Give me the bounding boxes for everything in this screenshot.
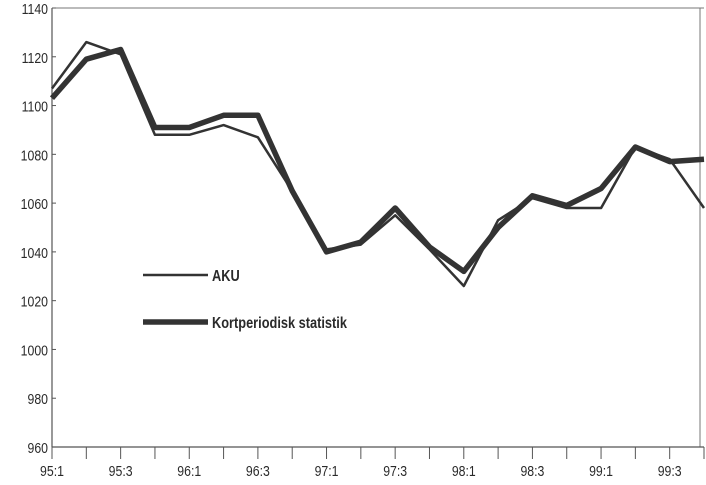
y-tick-label: 1100 bbox=[22, 98, 49, 114]
y-tick-label: 1000 bbox=[21, 342, 49, 358]
y-tick-label: 960 bbox=[27, 440, 48, 456]
x-tick-label: 97:3 bbox=[383, 463, 407, 479]
y-tick-label: 1060 bbox=[21, 196, 49, 212]
y-tick-label: 1020 bbox=[21, 294, 49, 310]
series-line-aku bbox=[50, 40, 706, 288]
x-tick-label: 99:1 bbox=[589, 463, 613, 479]
y-tick-label: 1140 bbox=[22, 1, 49, 17]
y-tick-label: 1120 bbox=[22, 50, 49, 66]
x-tick-label: 98:1 bbox=[452, 463, 476, 479]
x-tick-label: 95:1 bbox=[40, 463, 64, 479]
x-tick-label: 98:3 bbox=[520, 463, 544, 479]
legend-label: Kortperiodisk statistik bbox=[212, 315, 348, 333]
x-tick-label: 97:1 bbox=[315, 463, 339, 479]
x-tick-label: 96:3 bbox=[246, 463, 270, 479]
series-line-kortperiodisk bbox=[49, 46, 705, 275]
y-tick-label: 980 bbox=[27, 391, 48, 407]
x-tick-label: 95:3 bbox=[109, 463, 133, 479]
y-tick-label: 1040 bbox=[21, 245, 49, 261]
x-tick-label: 96:1 bbox=[177, 463, 201, 479]
legend-label: AKU bbox=[212, 268, 240, 286]
x-tick-label: 99:3 bbox=[658, 463, 682, 479]
y-tick-label: 1080 bbox=[21, 147, 49, 163]
